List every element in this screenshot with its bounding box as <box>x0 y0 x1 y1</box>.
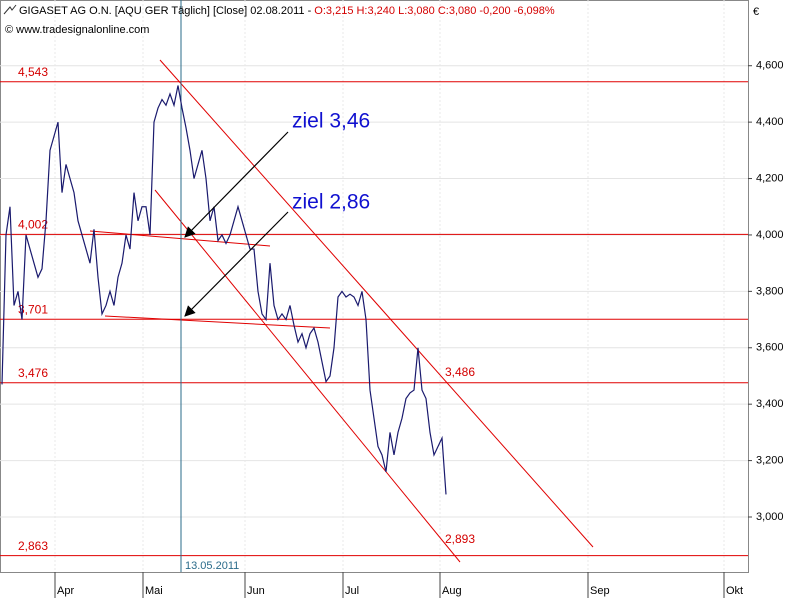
x-tick-label: Jun <box>247 585 265 597</box>
level-label: 4,543 <box>18 65 48 79</box>
y-tick-label: 3,200 <box>756 454 784 466</box>
title: GIGASET AG O.N. [AQU GER Täglich] [Close… <box>19 5 555 17</box>
date-marker-label: 13.05.2011 <box>185 560 239 572</box>
trend-line <box>154 189 461 563</box>
y-tick-label: 3,800 <box>756 285 784 297</box>
level-label: 3,701 <box>18 302 48 316</box>
annotation: 3,486 <box>445 365 475 379</box>
y-tick-label: 4,000 <box>756 229 784 241</box>
level-label: 4,002 <box>18 218 48 232</box>
quote: O:3,215 H:3,240 L:3,080 C:3,080 -0,200 -… <box>314 5 555 17</box>
support-line <box>89 230 271 247</box>
annotation: 2,893 <box>445 532 475 546</box>
y-tick-label: 4,600 <box>756 60 784 72</box>
arrow <box>184 131 289 238</box>
x-tick-label: Sep <box>590 585 610 597</box>
support-line <box>104 315 331 329</box>
y-tick-label: 3,600 <box>756 342 784 354</box>
price-line <box>1 85 447 495</box>
annotation: ziel 2,86 <box>292 191 370 214</box>
trend-line <box>159 59 594 548</box>
currency: € <box>753 6 759 18</box>
y-tick-label: 3,400 <box>756 398 784 410</box>
x-tick-label: Mai <box>145 585 163 597</box>
annotation: ziel 3,46 <box>292 110 370 133</box>
plot-area <box>0 0 749 573</box>
x-tick-label: Apr <box>57 585 74 597</box>
y-tick-label: 4,200 <box>756 172 784 184</box>
level-label: 3,476 <box>18 366 48 380</box>
x-tick-label: Aug <box>442 585 462 597</box>
y-tick-label: 4,400 <box>756 116 784 128</box>
level-label: 2,863 <box>18 539 48 553</box>
logo-icon <box>3 4 17 15</box>
title-text: GIGASET AG O.N. [AQU GER Täglich] [Close… <box>19 5 312 17</box>
arrow <box>184 211 289 317</box>
x-tick-label: Okt <box>726 585 743 597</box>
y-tick-label: 3,000 <box>756 511 784 523</box>
x-tick-label: Jul <box>345 585 359 597</box>
source: © www.tradesignalonline.com <box>5 24 149 36</box>
